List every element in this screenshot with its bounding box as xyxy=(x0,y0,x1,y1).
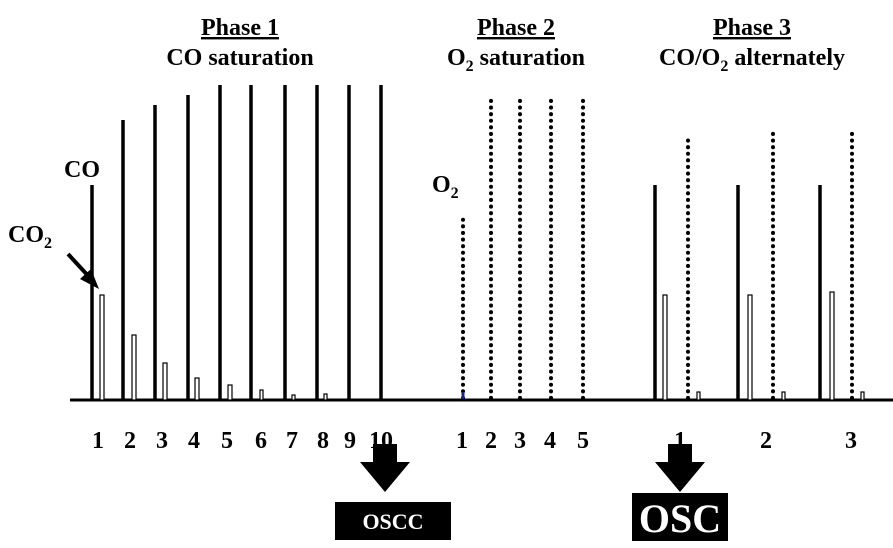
text: CO saturation xyxy=(166,45,313,71)
peak xyxy=(227,384,233,401)
phase-subtitle: CO saturation xyxy=(166,45,313,71)
text: 2 xyxy=(485,428,497,454)
osc-box xyxy=(632,493,728,541)
phase-subtitle: O2 saturation xyxy=(447,45,585,75)
text: 1 xyxy=(456,428,468,454)
text: 2 xyxy=(720,58,728,75)
text: CO/O xyxy=(659,45,720,71)
phase3-peaks xyxy=(653,131,865,401)
text: 2 xyxy=(124,428,136,454)
text: 6 xyxy=(255,428,267,454)
text: 2 xyxy=(466,58,474,75)
pulse-numbers: 1 2 3 4 5 6 7 8 9 10 1 2 3 4 5 1 2 3 xyxy=(92,428,857,454)
text: 5 xyxy=(221,428,233,454)
phase-title: Phase 2 xyxy=(477,15,555,41)
peak xyxy=(291,394,296,401)
oscc-box xyxy=(335,502,451,540)
text: O xyxy=(432,172,451,198)
text: 7 xyxy=(286,428,298,454)
peak xyxy=(323,393,328,401)
peak xyxy=(860,391,865,401)
text: 3 xyxy=(514,428,526,454)
down-arrow xyxy=(655,444,705,492)
peak xyxy=(162,362,168,401)
text: 9 xyxy=(344,428,356,454)
phase-title: Phase 3 xyxy=(713,15,791,41)
peak xyxy=(99,294,105,401)
co2-arrowhead xyxy=(80,269,99,289)
text: CO xyxy=(8,222,44,248)
phase1-peaks xyxy=(90,85,383,401)
text: alternately xyxy=(728,45,845,71)
text: 3 xyxy=(156,428,168,454)
text: 2 xyxy=(44,235,52,252)
oscc-label: OSCC xyxy=(362,509,423,534)
osc-label: OSC xyxy=(639,496,721,541)
peak xyxy=(131,334,137,401)
text: 2 xyxy=(451,185,459,202)
phase-subtitle: CO/O2 alternately xyxy=(659,45,845,75)
text: 8 xyxy=(317,428,329,454)
text: 4 xyxy=(188,428,200,454)
o2-label: O2 xyxy=(432,172,459,202)
text: 1 xyxy=(92,428,104,454)
text: 2 xyxy=(760,428,772,454)
peak xyxy=(662,294,668,401)
phase2-peaks xyxy=(461,95,585,400)
text: 4 xyxy=(544,428,556,454)
peak xyxy=(259,389,264,401)
peak xyxy=(747,294,753,401)
co-label: CO xyxy=(64,157,100,183)
peak xyxy=(829,291,835,401)
phase-titles: Phase 1 CO saturation Phase 2 O2 saturat… xyxy=(166,15,845,75)
co2-label: CO2 xyxy=(8,222,52,252)
peak xyxy=(696,391,701,401)
text: saturation xyxy=(474,45,585,71)
down-arrow xyxy=(360,444,410,492)
text: 5 xyxy=(577,428,589,454)
peak xyxy=(194,377,200,401)
text: 3 xyxy=(845,428,857,454)
phase-title: Phase 1 xyxy=(201,15,279,41)
peak xyxy=(781,391,786,401)
text: O xyxy=(447,45,466,71)
